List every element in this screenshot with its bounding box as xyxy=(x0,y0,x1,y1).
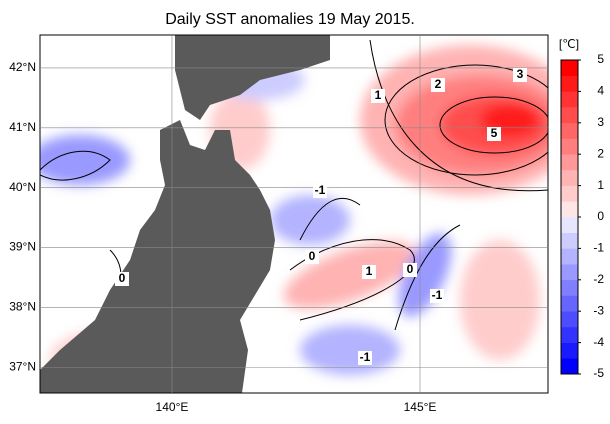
contour-label: 2 xyxy=(435,77,442,91)
lat-label: 41°N xyxy=(9,120,36,134)
contour-label-bg xyxy=(358,351,372,365)
colorbar-tick-label: 3 xyxy=(597,115,604,129)
colorbar-tick-label: -2 xyxy=(593,272,604,286)
colorbar-tick-label: 1 xyxy=(597,178,604,192)
colorbar-band xyxy=(561,232,578,249)
contour-label: 0 xyxy=(407,262,414,276)
lat-label: 42°N xyxy=(9,60,36,74)
colorbar-band xyxy=(561,169,578,186)
map-frame xyxy=(39,34,549,394)
colorbar-band xyxy=(561,122,578,139)
lon-label: 145°E xyxy=(404,400,437,414)
colorbar-band xyxy=(561,264,578,281)
lat-label: 40°N xyxy=(9,180,36,194)
colorbar-band xyxy=(561,154,578,171)
colorbar-tick-label: -1 xyxy=(593,241,604,255)
colorbar-band xyxy=(561,75,578,92)
contour-label-bg xyxy=(430,289,444,303)
contour-label-bg xyxy=(403,263,417,277)
colorbar-tick-label: 4 xyxy=(597,84,604,98)
contour-label: -1 xyxy=(432,288,443,302)
colorbar-band xyxy=(561,326,578,343)
contour-label: 1 xyxy=(375,88,382,102)
colorbar-band xyxy=(561,138,578,155)
lat-label: 38°N xyxy=(9,300,36,314)
anomaly-field xyxy=(40,35,548,393)
lat-label: 37°N xyxy=(9,359,36,373)
colorbar-band xyxy=(561,295,578,312)
contour-label: 5 xyxy=(491,126,498,140)
colorbar-band xyxy=(561,201,578,218)
contour-label: 0 xyxy=(309,249,316,263)
colorbar-tick-label: 2 xyxy=(597,146,604,160)
colorbar-band xyxy=(561,358,578,375)
lon-label: 140°E xyxy=(156,400,189,414)
colorbar-band xyxy=(561,342,578,359)
colorbar-band xyxy=(561,217,578,233)
colorbar-tick-label: -4 xyxy=(593,335,604,349)
contour-label-bg xyxy=(513,68,527,82)
title: Daily SST anomalies 19 May 2015. xyxy=(165,11,415,28)
colorbar-band xyxy=(561,91,578,108)
colorbar-tick-label: -5 xyxy=(593,366,604,380)
colorbar-band xyxy=(561,107,578,124)
colorbar-tick-label: 5 xyxy=(597,52,604,66)
contour-label: 3 xyxy=(517,67,524,81)
colorbar-band xyxy=(561,311,578,328)
land xyxy=(40,35,330,393)
colorbar-band xyxy=(561,248,578,265)
colorbar-band xyxy=(561,60,578,76)
contour-label-bg xyxy=(362,265,376,279)
colorbar-band xyxy=(561,185,578,202)
colorbar-unit: [℃] xyxy=(559,37,579,51)
colorbar-tick-label: -3 xyxy=(593,303,604,317)
contour-label-bg xyxy=(487,127,501,141)
lat-label: 39°N xyxy=(9,240,36,254)
contour-label-bg xyxy=(305,250,319,264)
contour-label: 0 xyxy=(119,271,126,285)
contour-label-bg xyxy=(371,89,385,103)
colorbar-tick-label: 0 xyxy=(597,209,604,223)
contour-label: -1 xyxy=(360,350,371,364)
colorbar-band xyxy=(561,279,578,296)
contour-label-bg xyxy=(313,184,327,198)
contour-label: 1 xyxy=(366,264,373,278)
contour-label-bg xyxy=(431,78,445,92)
contour-label-bg xyxy=(115,272,129,286)
contour-label: -1 xyxy=(315,183,326,197)
